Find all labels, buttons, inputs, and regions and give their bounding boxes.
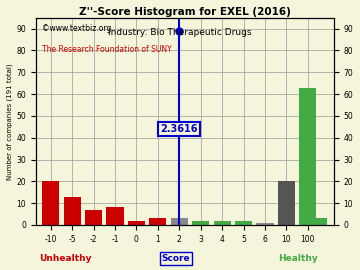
Bar bbox=[278, 181, 295, 225]
Text: Healthy: Healthy bbox=[278, 254, 318, 263]
Text: Score: Score bbox=[161, 254, 190, 263]
Bar bbox=[256, 223, 274, 225]
Y-axis label: Number of companies (191 total): Number of companies (191 total) bbox=[7, 63, 13, 180]
Text: Unhealthy: Unhealthy bbox=[39, 254, 92, 263]
Text: The Research Foundation of SUNY: The Research Foundation of SUNY bbox=[42, 45, 171, 54]
Bar bbox=[85, 210, 102, 225]
Text: ©www.textbiz.org: ©www.textbiz.org bbox=[42, 24, 111, 33]
Bar bbox=[310, 218, 327, 225]
Text: 2.3616: 2.3616 bbox=[161, 124, 198, 134]
Bar bbox=[235, 221, 252, 225]
Bar bbox=[171, 218, 188, 225]
Bar bbox=[42, 181, 59, 225]
Bar bbox=[128, 221, 145, 225]
Bar bbox=[299, 87, 316, 225]
Bar bbox=[64, 197, 81, 225]
Title: Z''-Score Histogram for EXEL (2016): Z''-Score Histogram for EXEL (2016) bbox=[79, 7, 291, 17]
Bar bbox=[192, 221, 209, 225]
Bar bbox=[149, 218, 166, 225]
Bar bbox=[107, 208, 123, 225]
Bar bbox=[213, 221, 231, 225]
Text: Industry: Bio Therapeutic Drugs: Industry: Bio Therapeutic Drugs bbox=[108, 28, 252, 37]
